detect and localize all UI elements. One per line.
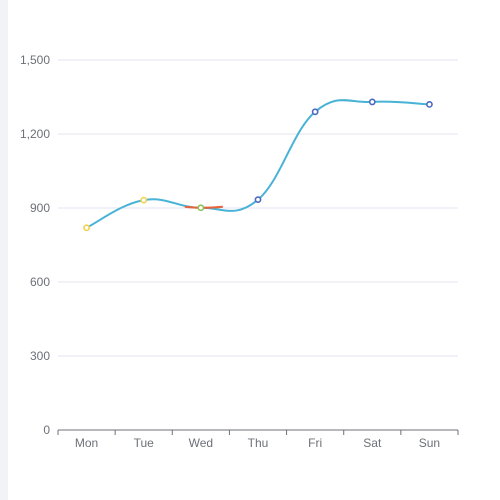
x-tick-label: Sat: [363, 436, 382, 450]
series-points: [83, 98, 433, 232]
data-point[interactable]: [311, 108, 319, 116]
y-tick-label: 300: [30, 349, 50, 363]
grid-lines: [58, 59, 458, 357]
data-point[interactable]: [426, 101, 433, 108]
y-tick-label: 0: [43, 423, 50, 437]
x-tick-label: Fri: [308, 436, 322, 450]
x-tick-label: Sun: [419, 436, 440, 450]
data-point[interactable]: [83, 224, 90, 232]
data-point[interactable]: [368, 98, 376, 106]
series-line: [86, 99, 430, 229]
data-point[interactable]: [197, 204, 205, 212]
data-point[interactable]: [140, 196, 148, 204]
x-tick-label: Tue: [134, 436, 155, 450]
x-axis-labels: Mon Tue Wed Thu Fri Sat Sun: [75, 436, 440, 450]
x-tick-label: Wed: [189, 436, 213, 450]
x-tick-label: Mon: [75, 436, 98, 450]
line-segment: [257, 111, 316, 201]
line-segment: [86, 199, 144, 229]
line-segment: [314, 99, 373, 113]
x-axis: [57, 429, 459, 435]
data-point[interactable]: [254, 196, 262, 204]
y-tick-label: 1,500: [20, 53, 50, 67]
x-tick-label: Thu: [248, 436, 269, 450]
y-axis-labels: 0 300 600 900 1,200 1,500: [20, 53, 50, 437]
y-tick-label: 1,200: [20, 127, 50, 141]
y-tick-label: 600: [30, 275, 50, 289]
line-segment: [200, 198, 259, 212]
line-segment: [372, 100, 430, 106]
y-tick-label: 900: [30, 201, 50, 215]
left-border-strip: [0, 0, 8, 500]
